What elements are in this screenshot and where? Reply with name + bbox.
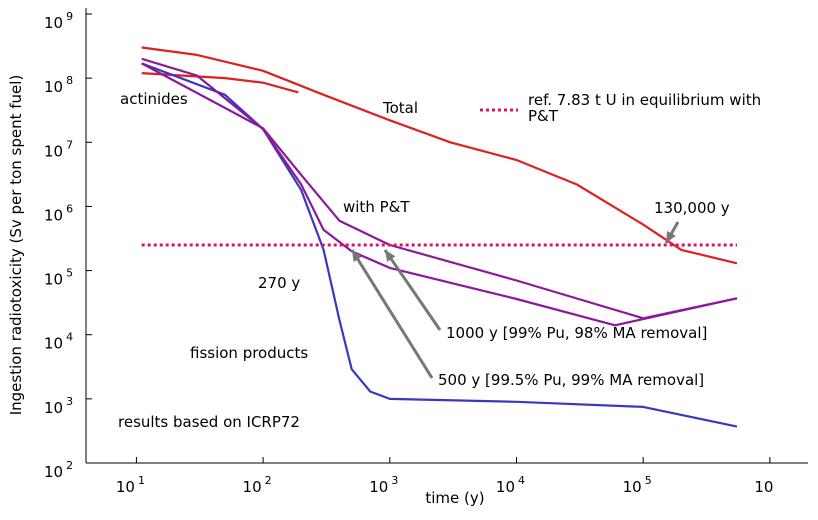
- tick-exponent: 6: [66, 202, 73, 215]
- tick-exponent: 2: [265, 474, 272, 487]
- annotation: results based on ICRP72: [118, 413, 300, 431]
- arrow-head: [385, 250, 396, 262]
- annotation: 270 y: [258, 274, 300, 292]
- tick-exponent: 9: [66, 10, 73, 23]
- tick-label: 10 9: [44, 10, 73, 32]
- legend-swatch: [480, 108, 518, 112]
- tick-label: 10: [754, 478, 773, 496]
- legend-label: ref. 7.83 t U in equilibrium with P&T: [528, 91, 762, 125]
- tick-base: 10: [44, 14, 63, 32]
- tick-label: 10 1: [116, 474, 145, 496]
- series-line: [141, 62, 738, 320]
- tick-label: 10 5: [623, 474, 652, 496]
- tick-base: 10: [44, 78, 63, 96]
- arrow-shaft: [350, 249, 434, 379]
- tick-base: 10: [44, 399, 63, 417]
- tick-exponent: 5: [66, 267, 73, 280]
- tick-label: 10 6: [44, 202, 73, 224]
- tick-base: 10: [44, 271, 63, 289]
- tick-exponent: 2: [66, 459, 73, 472]
- y-axis-title: Ingestion radiotoxicity (Sv per ton spen…: [7, 75, 25, 416]
- series-label: Total: [382, 99, 418, 117]
- tick-base: 10: [496, 478, 515, 496]
- annotation: 130,000 y: [654, 199, 730, 217]
- arrow-head: [666, 230, 676, 243]
- series-line: [141, 46, 738, 265]
- series-line: [141, 72, 299, 94]
- tick-exponent: 3: [66, 395, 73, 408]
- arrow-head: [352, 250, 363, 262]
- tick-label: 10 5: [44, 267, 73, 289]
- series-label: actinides: [120, 90, 188, 108]
- tick-base: 10: [44, 142, 63, 160]
- tick-exponent: 7: [66, 138, 73, 151]
- tick-label: 10 7: [44, 138, 73, 160]
- tick-base: 10: [44, 206, 63, 224]
- tick-base: 10: [44, 335, 63, 353]
- series-label: fission products: [190, 344, 308, 362]
- tick-label: 10 4: [496, 474, 525, 496]
- tick-exponent: 4: [66, 331, 73, 344]
- tick-label: 10 2: [243, 474, 272, 496]
- legend: ref. 7.83 t U in equilibrium with P&T: [480, 91, 778, 125]
- tick-base: 10: [243, 478, 262, 496]
- tick-base: 10: [369, 478, 388, 496]
- tick-base: 10: [116, 478, 135, 496]
- tick-base: 10: [754, 478, 773, 496]
- tick-exponent: 1: [138, 474, 145, 487]
- series-line: [141, 57, 738, 327]
- tick-base: 10: [44, 463, 63, 481]
- tick-label: 10 3: [44, 395, 73, 417]
- tick-exponent: 8: [66, 74, 73, 87]
- annotation: with P&T: [343, 198, 410, 216]
- tick-label: 10 3: [369, 474, 398, 496]
- tick-base: 10: [623, 478, 642, 496]
- tick-exponent: 5: [645, 474, 652, 487]
- tick-label: 10 2: [44, 459, 73, 481]
- tick-exponent: 3: [391, 474, 398, 487]
- tick-label: 10 4: [44, 331, 73, 353]
- tick-label: 10 8: [44, 74, 73, 96]
- arrow-shaft: [383, 249, 442, 331]
- series-label: 500 y [99.5% Pu, 99% MA removal]: [438, 371, 704, 389]
- x-axis-title: time (y): [425, 489, 484, 507]
- tick-exponent: 4: [518, 474, 525, 487]
- series-label: 1000 y [99% Pu, 98% MA removal]: [446, 324, 707, 342]
